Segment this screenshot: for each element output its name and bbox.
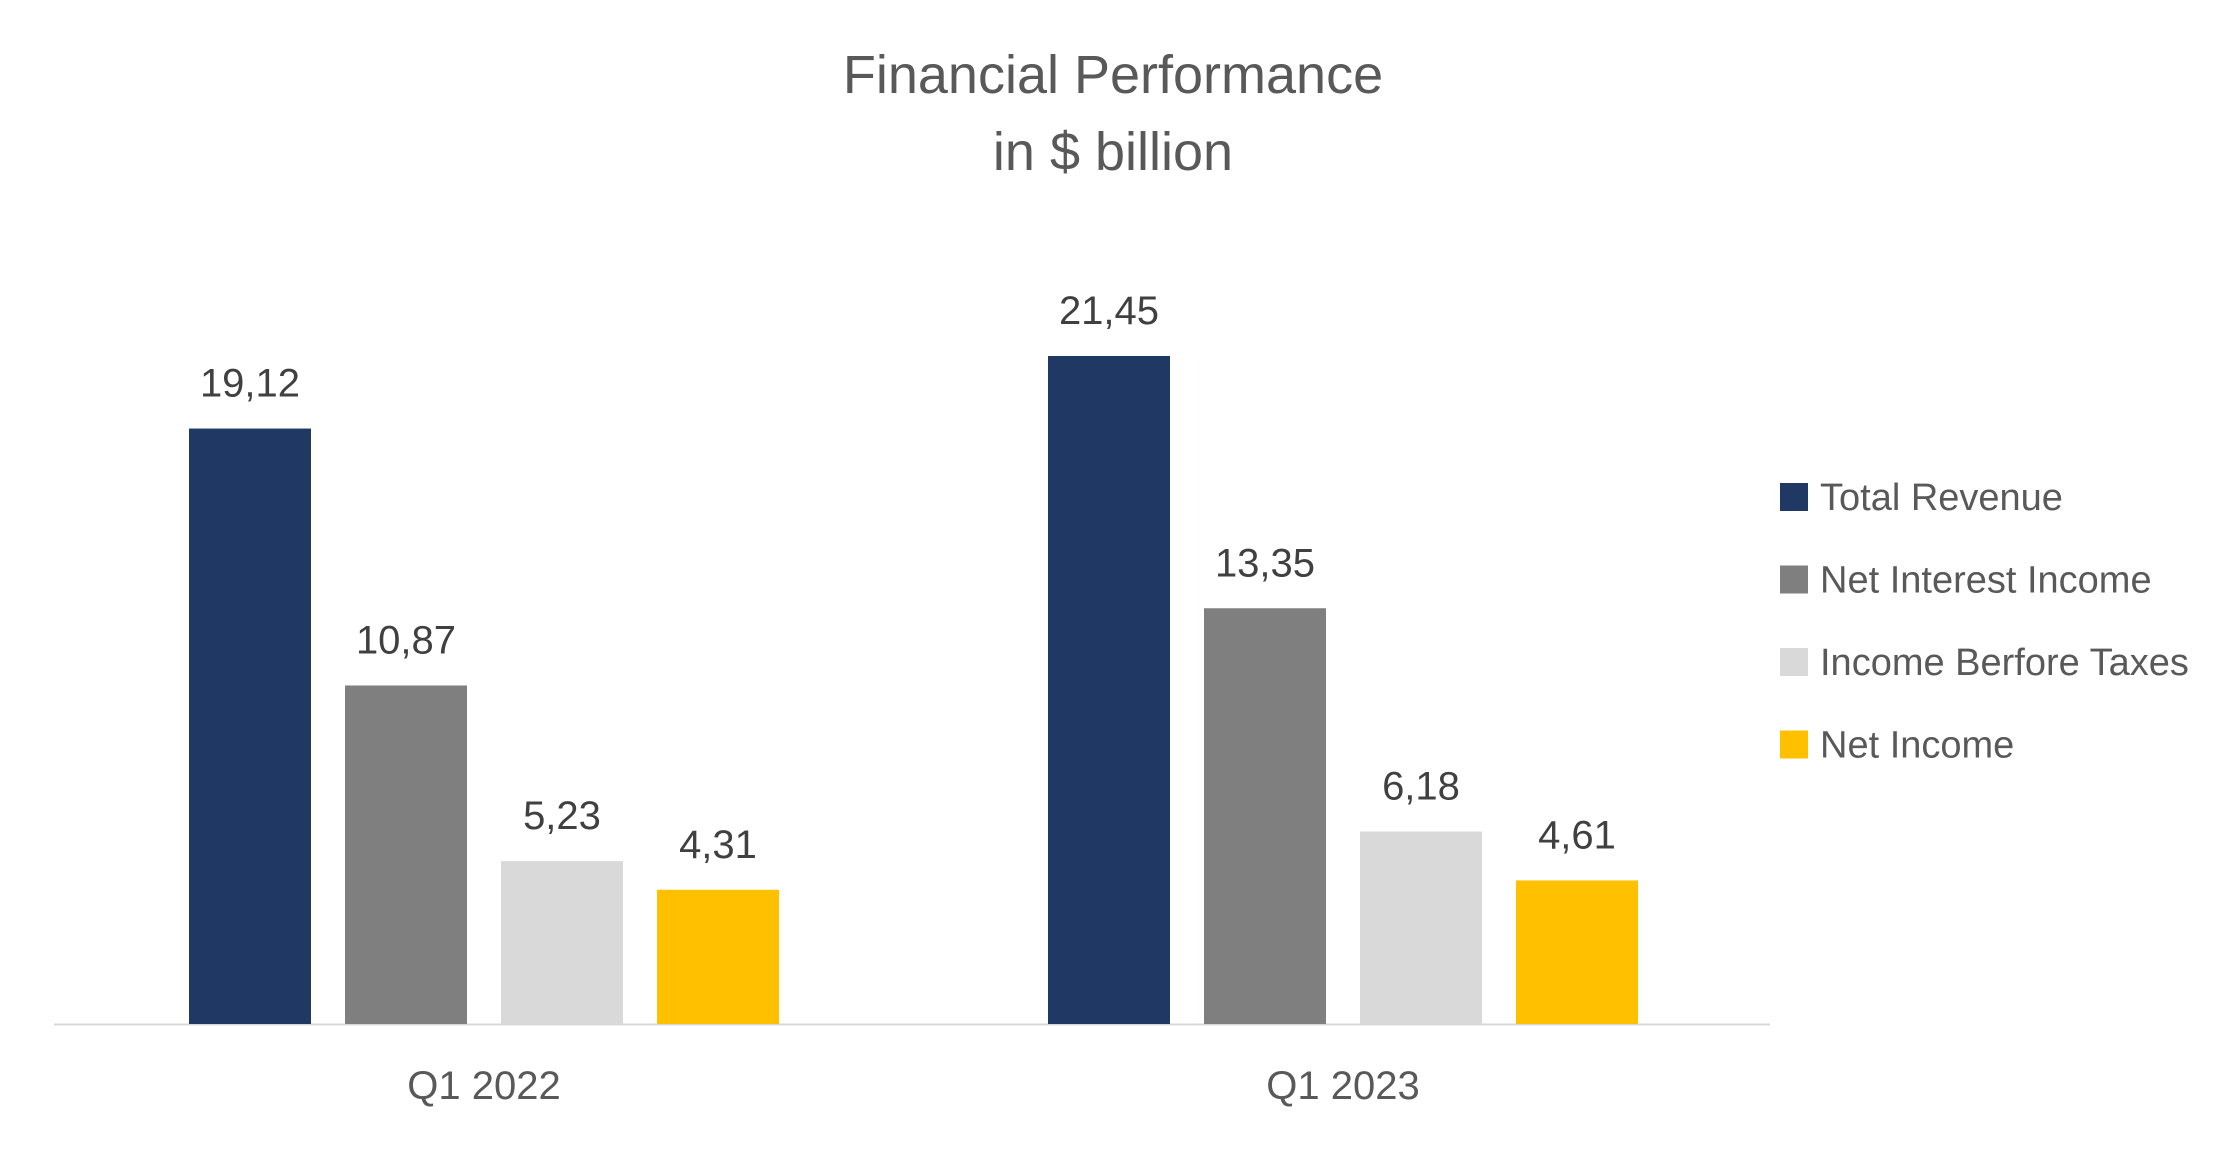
data-label: 5,23	[523, 794, 601, 838]
bar-income-berfore-taxes-q1-2023	[1360, 831, 1482, 1024]
data-label: 6,18	[1382, 765, 1460, 809]
legend: Total Revenue Net Interest Income Income B…	[1780, 477, 2189, 767]
chart-subtitle: in $ billion	[993, 122, 1233, 182]
bar-income-berfore-taxes-q1-2022	[501, 861, 623, 1024]
bar-net-interest-income-q1-2022	[345, 685, 467, 1024]
bar-net-income-q1-2023	[1516, 880, 1638, 1024]
legend-label: Total Revenue	[1820, 477, 2063, 519]
data-label: 4,61	[1538, 813, 1616, 857]
legend-label: Net Income	[1820, 725, 2014, 767]
data-label: 4,31	[679, 823, 757, 867]
chart-title: Financial Performance	[843, 45, 1383, 105]
data-label: 21,45	[1059, 289, 1159, 333]
category-label: Q1 2022	[407, 1064, 560, 1108]
legend-swatch	[1780, 483, 1808, 511]
data-label: 19,12	[200, 362, 300, 406]
plot-area: 19,12 10,87 5,23 4,31 Q1 2022 21,45 13,35 6,18 4…	[54, 289, 1770, 1108]
legend-swatch	[1780, 730, 1808, 759]
legend-label: Net Interest Income	[1820, 560, 2152, 602]
category-label: Q1 2023	[1266, 1064, 1419, 1108]
bar-net-income-q1-2022	[657, 889, 779, 1024]
legend-swatch	[1780, 565, 1808, 594]
bar-total-revenue-q1-2022	[189, 428, 311, 1025]
data-label: 10,87	[356, 618, 456, 662]
data-label: 13,35	[1215, 541, 1315, 585]
bar-net-interest-income-q1-2023	[1204, 608, 1326, 1024]
legend-swatch	[1780, 648, 1808, 676]
legend-label: Income Berfore Taxes	[1820, 642, 2189, 684]
bar-total-revenue-q1-2023	[1048, 356, 1170, 1024]
